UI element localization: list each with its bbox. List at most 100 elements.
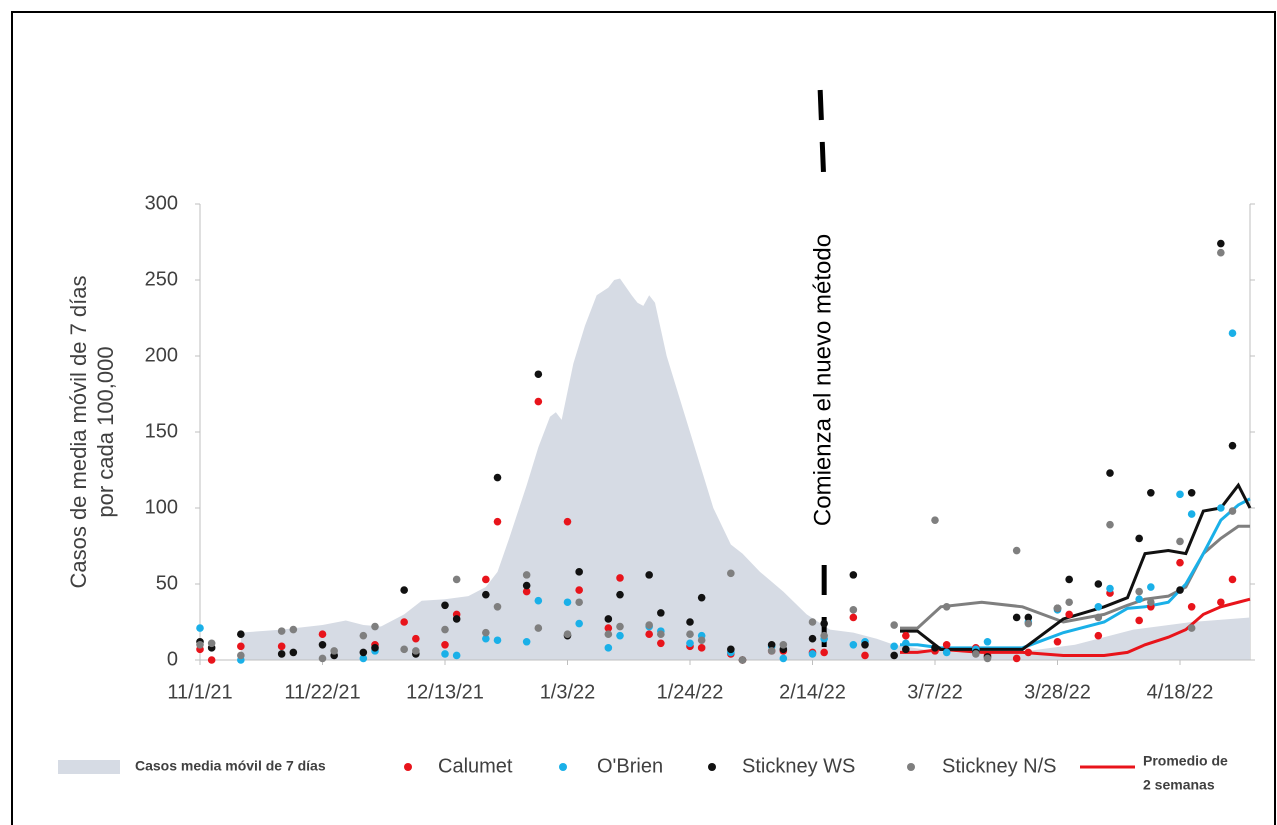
point	[289, 625, 298, 634]
point	[616, 574, 624, 582]
point	[196, 641, 204, 649]
point	[400, 586, 408, 594]
point	[1217, 504, 1225, 512]
point	[1187, 489, 1196, 497]
point	[861, 641, 869, 649]
point	[318, 654, 327, 663]
point	[1053, 637, 1062, 646]
point	[1187, 510, 1196, 518]
point	[983, 654, 992, 663]
point	[1135, 587, 1143, 596]
y-tick-label: 0	[167, 648, 178, 670]
point	[1024, 619, 1033, 628]
point	[359, 648, 368, 657]
average-line	[900, 524, 1250, 630]
x-tick-label: 11/1/21	[167, 681, 232, 703]
average-line	[900, 497, 1251, 650]
point	[1228, 329, 1237, 338]
point	[1094, 613, 1103, 622]
point	[493, 517, 502, 526]
point	[493, 636, 502, 645]
point	[890, 651, 898, 660]
point	[645, 571, 653, 579]
point	[849, 613, 858, 622]
point	[902, 645, 910, 654]
point	[563, 517, 572, 526]
point	[849, 641, 858, 649]
point	[657, 609, 665, 617]
point	[983, 637, 992, 646]
point	[902, 639, 910, 648]
point	[207, 639, 216, 648]
point	[1135, 616, 1143, 625]
y-tick-label: 250	[145, 268, 178, 290]
point	[890, 642, 898, 651]
point	[942, 648, 951, 657]
point	[1135, 534, 1143, 543]
point	[1024, 613, 1033, 622]
point	[820, 619, 828, 628]
x-tick-label: 12/13/21	[406, 681, 484, 703]
point	[575, 586, 583, 594]
point	[359, 631, 368, 640]
point	[1053, 604, 1062, 613]
point	[779, 654, 788, 663]
x-tick-label: 1/24/22	[657, 681, 724, 703]
point	[1012, 654, 1021, 663]
point	[616, 631, 624, 640]
point	[1147, 489, 1155, 497]
point	[289, 648, 298, 657]
point	[1135, 595, 1143, 603]
point	[522, 587, 531, 596]
point	[522, 637, 531, 646]
point	[277, 627, 286, 635]
point	[686, 630, 694, 638]
point	[1094, 603, 1103, 611]
point	[779, 641, 788, 649]
legend-label: Stickney N/S	[942, 755, 1056, 777]
point	[604, 644, 613, 652]
point	[452, 575, 461, 584]
point	[371, 622, 379, 631]
point	[767, 641, 776, 649]
annotation-line	[817, 89, 827, 191]
point	[1094, 631, 1103, 640]
average-line	[900, 482, 1252, 651]
point	[686, 618, 694, 626]
y-tick-label: 300	[145, 192, 178, 214]
point	[686, 639, 694, 648]
y-axis-title: Casos de media móvil de 7 días	[66, 275, 91, 588]
point	[727, 569, 735, 578]
point	[237, 642, 245, 651]
point	[1065, 598, 1073, 607]
point	[820, 631, 828, 640]
point	[534, 624, 543, 632]
point	[277, 642, 286, 651]
point	[820, 648, 828, 657]
point	[412, 634, 420, 643]
point	[849, 571, 858, 579]
frame	[11, 11, 1276, 825]
point	[1106, 584, 1114, 593]
point	[657, 630, 665, 638]
point	[697, 644, 706, 652]
point	[400, 618, 408, 626]
point	[452, 651, 461, 660]
point	[371, 644, 379, 652]
point	[1012, 613, 1021, 622]
point	[196, 624, 204, 632]
point	[563, 630, 572, 638]
point	[1176, 490, 1184, 499]
point	[738, 656, 747, 664]
point	[1012, 546, 1021, 555]
point	[207, 656, 216, 664]
legend-marker	[907, 763, 915, 771]
point	[493, 473, 502, 482]
point	[1217, 598, 1225, 607]
point	[482, 590, 490, 599]
x-tick-label: 11/22/21	[284, 681, 360, 703]
point	[441, 641, 449, 649]
point	[1176, 586, 1184, 594]
point	[1228, 441, 1237, 450]
point	[645, 630, 653, 638]
